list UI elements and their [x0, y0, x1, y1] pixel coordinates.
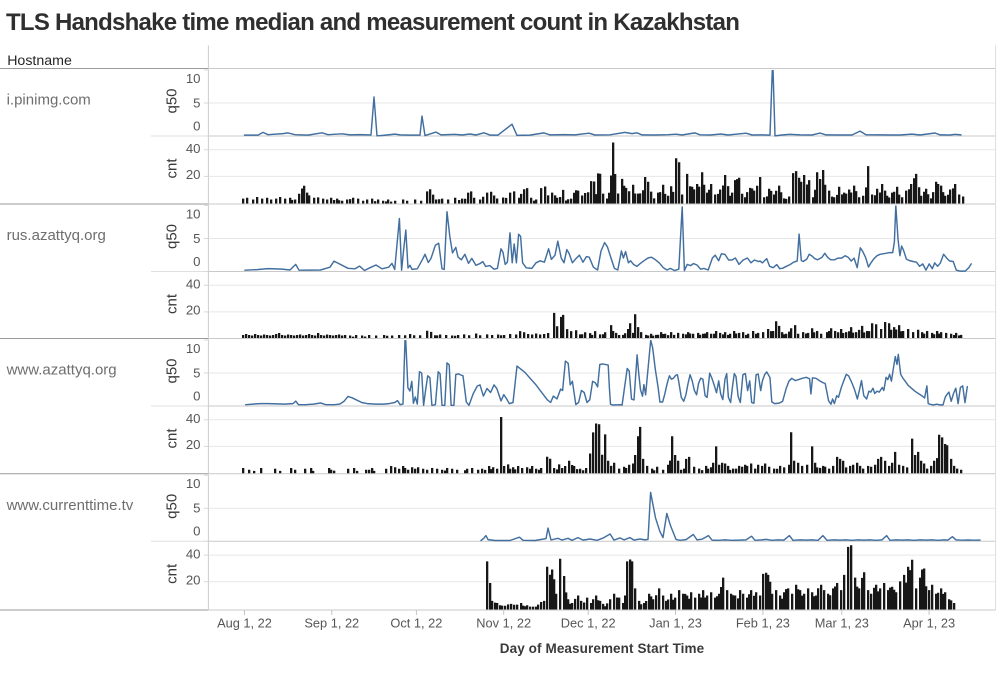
svg-text:20: 20 — [186, 437, 201, 452]
svg-text:20: 20 — [186, 167, 201, 182]
svg-text:q50: q50 — [164, 88, 181, 113]
svg-text:0: 0 — [193, 118, 200, 133]
svg-text:5: 5 — [193, 501, 200, 516]
svg-text:cnt: cnt — [164, 293, 181, 314]
svg-text:Mar 1, 23: Mar 1, 23 — [815, 616, 869, 631]
svg-text:Aug 1, 22: Aug 1, 22 — [217, 616, 272, 631]
svg-text:Day of Measurement Start Time: Day of Measurement Start Time — [500, 641, 705, 656]
svg-text:TLS Handshake time median and: TLS Handshake time median and measuremen… — [6, 9, 739, 36]
svg-text:www.currenttime.tv: www.currenttime.tv — [6, 497, 134, 514]
svg-text:0: 0 — [193, 254, 200, 269]
svg-text:0: 0 — [193, 388, 200, 403]
svg-text:Apr 1, 23: Apr 1, 23 — [903, 616, 955, 631]
svg-text:10: 10 — [186, 71, 201, 86]
svg-text:i.pinimg.com: i.pinimg.com — [7, 92, 91, 109]
svg-text:20: 20 — [186, 303, 201, 318]
svg-text:40: 40 — [186, 277, 201, 292]
svg-text:www.azattyq.org: www.azattyq.org — [6, 362, 117, 379]
svg-text:10: 10 — [186, 341, 201, 356]
svg-text:cnt: cnt — [164, 158, 181, 179]
svg-text:20: 20 — [186, 572, 201, 587]
svg-text:0: 0 — [193, 524, 200, 539]
svg-text:rus.azattyq.org: rus.azattyq.org — [7, 227, 106, 244]
svg-text:Feb 1, 23: Feb 1, 23 — [736, 616, 790, 631]
svg-text:5: 5 — [193, 95, 200, 110]
svg-text:Hostname: Hostname — [7, 53, 72, 69]
svg-text:Nov 1, 22: Nov 1, 22 — [476, 616, 531, 631]
svg-text:Dec 1, 22: Dec 1, 22 — [561, 616, 616, 631]
svg-text:cnt: cnt — [164, 428, 181, 449]
svg-text:Sep 1, 22: Sep 1, 22 — [304, 616, 359, 631]
svg-text:40: 40 — [186, 546, 201, 561]
svg-text:40: 40 — [186, 141, 201, 156]
svg-text:5: 5 — [193, 231, 200, 246]
svg-text:q50: q50 — [164, 224, 181, 249]
svg-text:q50: q50 — [164, 358, 181, 383]
svg-text:Jan 1, 23: Jan 1, 23 — [649, 616, 702, 631]
svg-text:10: 10 — [186, 476, 201, 491]
svg-text:10: 10 — [186, 206, 201, 221]
svg-text:5: 5 — [193, 365, 200, 380]
svg-text:cnt: cnt — [164, 563, 181, 584]
svg-text:Oct 1, 22: Oct 1, 22 — [390, 616, 442, 631]
svg-text:q50: q50 — [164, 494, 181, 519]
svg-text:40: 40 — [186, 411, 201, 426]
